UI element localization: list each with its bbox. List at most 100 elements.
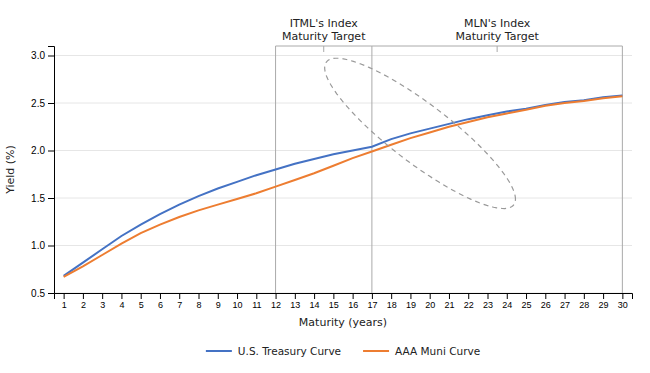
x-tick: 15 (329, 293, 339, 310)
x-tick-mark (179, 293, 180, 299)
x-tick: 6 (158, 293, 163, 310)
series-lines (64, 95, 623, 276)
y-axis: 0.51.01.52.02.53.0 (31, 47, 54, 299)
x-tick-mark (199, 293, 200, 299)
x-tick-mark (83, 293, 84, 299)
x-tick-label: 25 (522, 300, 532, 310)
x-tick-label: 29 (599, 300, 609, 310)
x-tick-label: 6 (158, 300, 163, 310)
y-tick: 1.5 (31, 193, 54, 204)
x-tick: 14 (310, 293, 320, 310)
x-axis-title: Maturity (years) (299, 316, 387, 329)
x-tick: 30 (618, 293, 628, 310)
y-tick-label: 0.5 (31, 288, 45, 299)
x-tick-label: 5 (139, 300, 144, 310)
x-tick-mark (314, 293, 315, 299)
x-tick-mark (256, 293, 257, 299)
x-tick-label: 13 (290, 300, 300, 310)
x-tick: 22 (464, 293, 474, 310)
x-tick-label: 15 (329, 300, 339, 310)
legend-swatch (206, 350, 232, 352)
x-tick-mark (622, 293, 623, 299)
y-tick: 0.5 (31, 288, 54, 299)
y-tick-mark (48, 246, 54, 247)
x-tick-mark (584, 293, 585, 299)
x-tick-label: 20 (425, 300, 435, 310)
x-tick: 19 (406, 293, 416, 310)
x-tick-label: 27 (560, 300, 570, 310)
x-tick: 1 (62, 293, 67, 310)
grid-line (54, 103, 632, 104)
x-tick-mark (410, 293, 411, 299)
target-lines (276, 46, 623, 293)
x-tick: 4 (119, 293, 124, 310)
x-tick: 10 (233, 293, 243, 310)
x-tick: 12 (271, 293, 281, 310)
y-axis-line (48, 47, 55, 294)
bracket-label-line: Maturity Target (455, 30, 539, 43)
x-tick-mark (141, 293, 142, 299)
y-tick-mark (48, 103, 54, 104)
x-tick-mark (237, 293, 238, 299)
bracket-pointer (323, 46, 324, 52)
x-tick-mark (353, 293, 354, 299)
x-tick-label: 8 (196, 300, 201, 310)
x-tick: 9 (216, 293, 221, 310)
x-tick-label: 21 (444, 300, 454, 310)
y-tick: 2.0 (31, 145, 54, 156)
x-tick-mark (276, 293, 277, 299)
x-tick: 3 (100, 293, 105, 310)
x-tick-label: 9 (216, 300, 221, 310)
x-tick: 20 (425, 293, 435, 310)
x-tick-label: 26 (541, 300, 551, 310)
legend-label: U.S. Treasury Curve (238, 345, 341, 357)
y-tick: 2.5 (31, 98, 54, 109)
y-tick-label: 1.5 (31, 193, 45, 204)
x-tick-mark (218, 293, 219, 299)
x-tick: 16 (348, 293, 358, 310)
x-tick: 5 (139, 293, 144, 310)
x-tick: 17 (367, 293, 377, 310)
x-tick-label: 18 (387, 300, 397, 310)
brackets: ITML's IndexMaturity TargetMLN's IndexMa… (276, 17, 623, 52)
x-tick-label: 12 (271, 300, 281, 310)
target-line (371, 46, 372, 293)
x-tick-label: 28 (579, 300, 589, 310)
x-tick: 7 (177, 293, 182, 310)
y-tick-mark (48, 198, 54, 199)
x-tick: 27 (560, 293, 570, 310)
x-tick-label: 1 (62, 300, 67, 310)
x-tick-label: 10 (233, 300, 243, 310)
x-tick-label: 19 (406, 300, 416, 310)
bracket-label-line: Maturity Target (282, 30, 366, 43)
y-tick-label: 1.0 (31, 240, 45, 251)
legend-item: U.S. Treasury Curve (206, 345, 341, 357)
x-tick-label: 11 (252, 300, 261, 310)
x-tick: 28 (579, 293, 589, 310)
x-tick-mark (160, 293, 161, 299)
series-line (64, 95, 623, 276)
grid-line (54, 150, 632, 151)
grid-line (54, 198, 632, 199)
x-tick-label: 3 (100, 300, 105, 310)
x-tick-mark (526, 293, 527, 299)
x-tick-mark (488, 293, 489, 299)
x-tick-label: 17 (367, 300, 377, 310)
x-tick: 2 (81, 293, 86, 310)
x-tick-mark (64, 293, 65, 299)
y-tick-mark (48, 151, 54, 152)
x-tick: 21 (444, 293, 454, 310)
bracket-label-line: ITML's Index (290, 17, 359, 30)
x-tick-label: 22 (464, 300, 474, 310)
x-tick-label: 30 (618, 300, 628, 310)
x-tick: 23 (483, 293, 493, 310)
x-tick-mark (333, 293, 334, 299)
x-tick-mark (121, 293, 122, 299)
bracket-label: ITML's IndexMaturity Target (282, 17, 366, 43)
x-axis: 1234567891011121314151617181920212223242… (55, 293, 633, 310)
y-tick-label: 2.0 (31, 145, 45, 156)
x-tick-mark (565, 293, 566, 299)
x-tick: 29 (599, 293, 609, 310)
highlight-ellipse (325, 58, 516, 208)
x-axis-line (55, 294, 633, 300)
